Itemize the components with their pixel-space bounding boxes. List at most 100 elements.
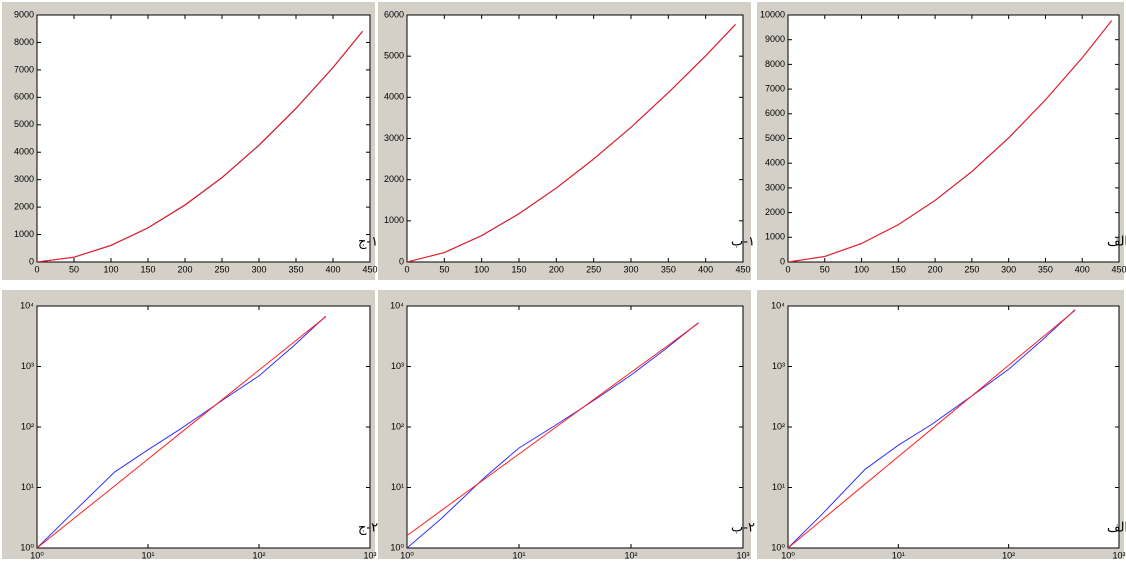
- y-tick-label: 0: [399, 256, 404, 266]
- y-tick-label: 4000: [384, 92, 404, 102]
- y-tick-label: 10⁰: [771, 542, 785, 552]
- x-tick-label: 10⁰: [400, 550, 414, 560]
- series-line: [407, 322, 699, 537]
- plot-area: [36, 14, 371, 263]
- y-tick-label: 5000: [384, 51, 404, 61]
- x-tick-label: 300: [623, 264, 638, 274]
- x-tick-label: 10³: [363, 550, 376, 560]
- x-tick-label: 100: [474, 264, 489, 274]
- y-tick-label: 10³: [391, 361, 404, 371]
- x-tick-label: 10¹: [892, 550, 905, 560]
- y-tick-label: 10¹: [21, 482, 34, 492]
- x-tick-label: 400: [325, 264, 340, 274]
- y-tick-label: 10¹: [772, 482, 785, 492]
- series-line: [407, 322, 699, 548]
- x-tick-label: 150: [891, 264, 906, 274]
- y-tick-label: 10⁰: [390, 542, 404, 552]
- x-tick-label: 450: [735, 264, 750, 274]
- series-line: [37, 30, 363, 262]
- x-tick-label: 100: [854, 264, 869, 274]
- y-tick-label: 3000: [384, 133, 404, 143]
- x-tick-label: 10⁰: [30, 550, 44, 560]
- series-line: [788, 309, 1076, 548]
- y-tick-label: 3000: [765, 182, 785, 192]
- chart: 10⁰ 10¹ 10² 10³ 10⁰ 10¹ 10² 10³ 10⁴ ۲-ج: [20, 300, 378, 560]
- x-tick-label: 10³: [736, 550, 749, 560]
- y-tick-label: 10⁴: [20, 300, 34, 310]
- x-tick-label: 100: [103, 264, 118, 274]
- y-tick-label: 1000: [384, 215, 404, 225]
- panel-label: ۱-ج: [358, 235, 378, 250]
- y-tick-label: 6000: [14, 92, 34, 102]
- panel-label: ۱-الف: [1107, 235, 1126, 250]
- y-tick-label: 1000: [14, 229, 34, 239]
- y-tick-label: 4000: [765, 158, 785, 168]
- x-tick-label: 200: [928, 264, 943, 274]
- x-tick-label: 50: [439, 264, 449, 274]
- x-tick-label: 50: [69, 264, 79, 274]
- x-tick-label: 10⁰: [781, 550, 795, 560]
- plot-area: [406, 305, 744, 549]
- y-tick-label: 10⁰: [20, 542, 34, 552]
- chart: 0 50 100 150 200 250 300 350 400 450 0 1000 2000 3000…: [14, 9, 378, 274]
- y-tick-label: 6000: [765, 108, 785, 118]
- y-tick-label: 0: [780, 256, 785, 266]
- x-tick-label: 400: [1075, 264, 1090, 274]
- y-tick-label: 5000: [765, 133, 785, 143]
- y-tick-label: 4000: [14, 147, 34, 157]
- y-tick-label: 1000: [765, 232, 785, 242]
- y-tick-label: 10²: [21, 421, 34, 431]
- x-tick-label: 200: [549, 264, 564, 274]
- x-tick-label: 10²: [624, 550, 637, 560]
- y-tick-label: 10²: [391, 421, 404, 431]
- chart: 10⁰ 10¹ 10² 10³ 10⁰ 10¹ 10² 10³ 10⁴ ۲-ب: [390, 300, 755, 560]
- y-tick-label: 7000: [765, 83, 785, 93]
- series-line: [788, 20, 1113, 262]
- x-tick-label: 300: [251, 264, 266, 274]
- x-tick-label: 350: [288, 264, 303, 274]
- x-tick-label: 0: [34, 264, 39, 274]
- panel-label: ۱-ب: [731, 235, 755, 250]
- plot-area: [36, 305, 371, 549]
- y-tick-label: 7000: [14, 64, 34, 74]
- x-tick-label: 10¹: [141, 550, 154, 560]
- panel-label: ۲-الف: [1107, 521, 1126, 536]
- series-line: [788, 309, 1076, 548]
- chart: 0 50 100 150 200 250 300 350 400 450 0 1000 2000 3000…: [760, 9, 1126, 274]
- y-tick-label: 8000: [765, 59, 785, 69]
- chart: 10⁰ 10¹ 10² 10³ 10⁰ 10¹ 10² 10³ 10⁴ ۲-الف: [771, 300, 1126, 560]
- panel-label: ۲-ج: [358, 521, 378, 536]
- x-tick-label: 10²: [1002, 550, 1015, 560]
- x-tick-label: 400: [698, 264, 713, 274]
- y-tick-label: 10⁴: [771, 300, 785, 310]
- y-tick-label: 10³: [21, 361, 34, 371]
- x-tick-label: 250: [214, 264, 229, 274]
- series-line: [407, 23, 736, 262]
- y-tick-label: 2000: [14, 201, 34, 211]
- y-tick-label: 0: [29, 256, 34, 266]
- series-line: [37, 316, 327, 548]
- y-tick-label: 9000: [765, 34, 785, 44]
- y-tick-label: 10000: [760, 9, 785, 19]
- panel-label: ۲-ب: [731, 521, 755, 536]
- x-tick-label: 200: [177, 264, 192, 274]
- y-tick-label: 2000: [384, 174, 404, 184]
- plot-area: [787, 14, 1120, 263]
- x-tick-label: 350: [1038, 264, 1053, 274]
- y-tick-label: 5000: [14, 119, 34, 129]
- plot-area: [787, 305, 1120, 549]
- x-tick-label: 250: [964, 264, 979, 274]
- x-tick-label: 10²: [252, 550, 265, 560]
- x-tick-label: 10³: [1112, 550, 1125, 560]
- x-tick-label: 0: [785, 264, 790, 274]
- y-tick-label: 10³: [772, 361, 785, 371]
- x-tick-label: 150: [511, 264, 526, 274]
- y-tick-label: 10¹: [391, 482, 404, 492]
- x-tick-label: 350: [661, 264, 676, 274]
- x-tick-label: 50: [820, 264, 830, 274]
- x-tick-label: 300: [1001, 264, 1016, 274]
- x-tick-label: 150: [140, 264, 155, 274]
- plot-area: [406, 14, 744, 263]
- y-tick-label: 10⁴: [390, 300, 404, 310]
